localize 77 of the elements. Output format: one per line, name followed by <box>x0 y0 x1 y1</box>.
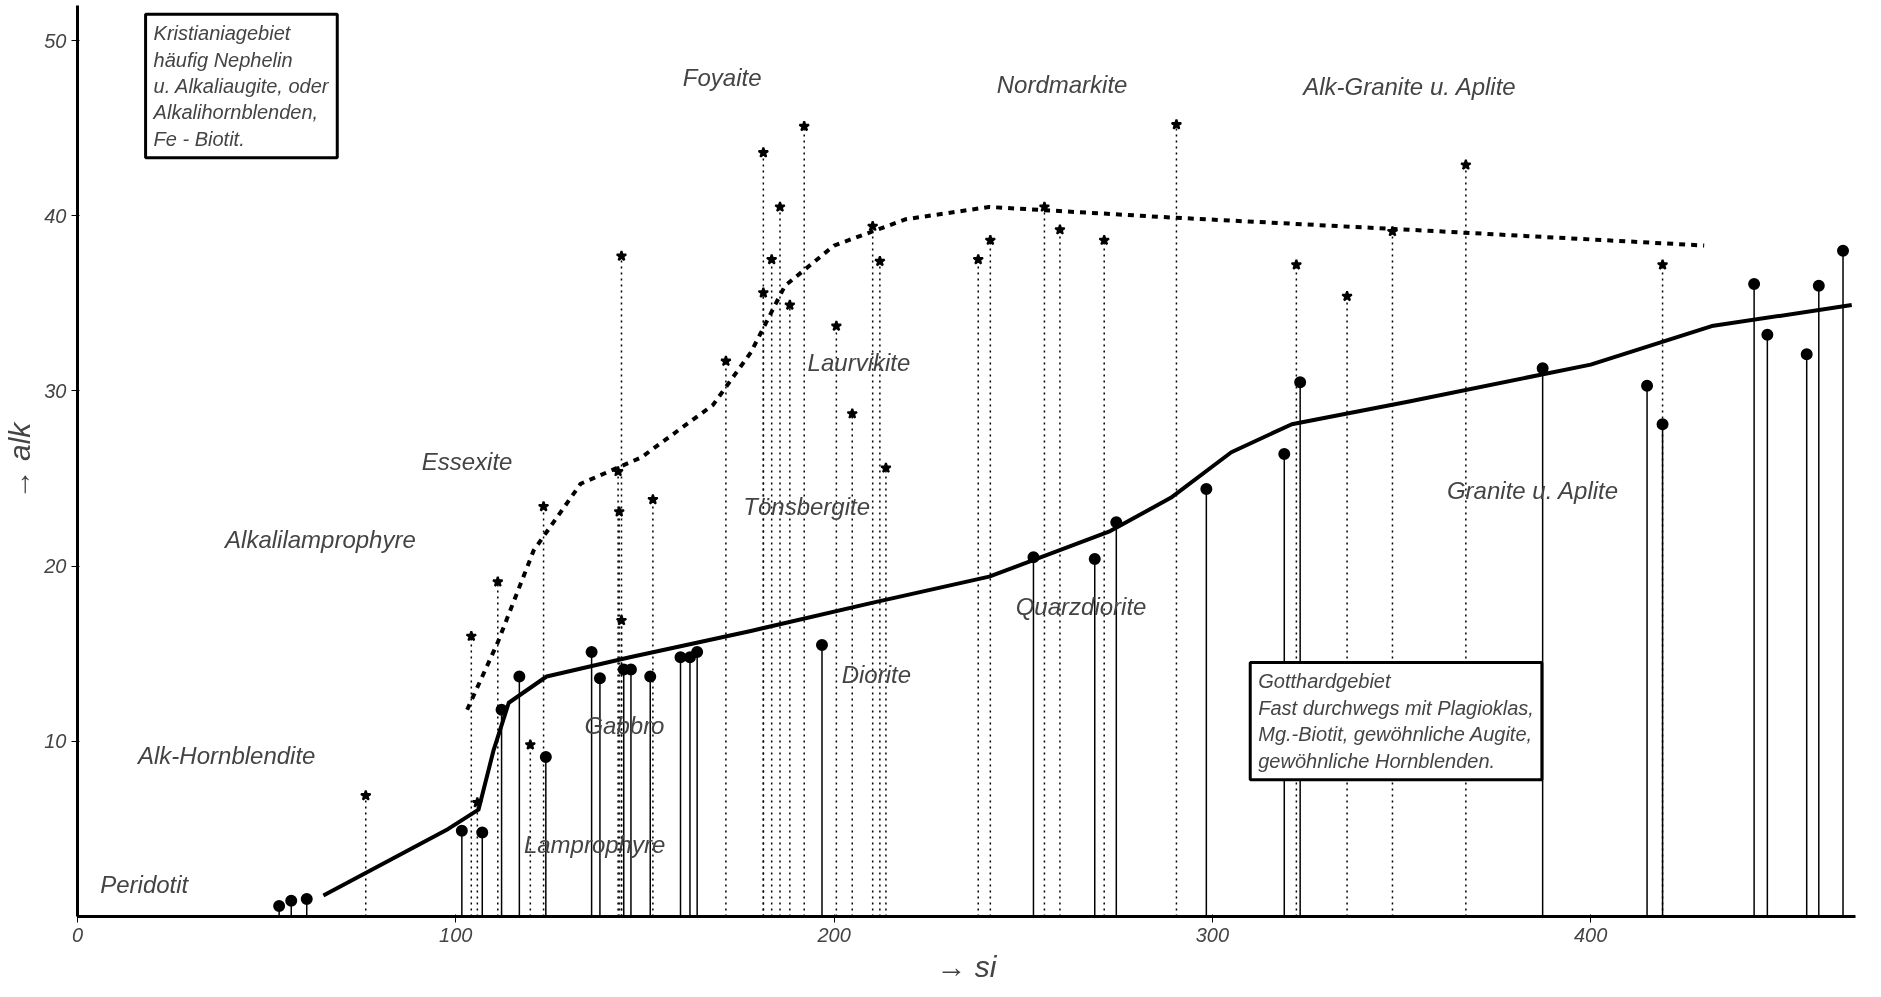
x-tick-label: 0 <box>71 923 84 946</box>
point <box>846 407 859 419</box>
annotation: Laurvikite <box>807 349 911 377</box>
point <box>465 630 478 642</box>
point <box>880 462 892 474</box>
point <box>524 738 537 750</box>
point <box>492 575 504 587</box>
x-tick-label: 300 <box>1195 923 1230 946</box>
annotation: Nordmarkite <box>996 70 1128 98</box>
point <box>1054 223 1066 235</box>
x-tick-label: 200 <box>816 923 851 946</box>
point <box>784 299 796 311</box>
point <box>1460 158 1472 170</box>
point <box>798 120 810 132</box>
point <box>476 826 489 839</box>
point <box>774 200 786 213</box>
point <box>285 894 298 907</box>
point <box>874 255 886 267</box>
point <box>984 234 997 246</box>
point <box>615 614 628 626</box>
annotation: Alk-Hornblendite <box>136 741 316 769</box>
point <box>1641 379 1654 392</box>
point <box>1290 258 1303 270</box>
annotation: Diorite <box>841 661 912 689</box>
point <box>1088 553 1101 566</box>
x-axis-title: → si <box>936 949 998 983</box>
point <box>1656 258 1669 270</box>
point <box>644 670 657 683</box>
point <box>720 355 732 367</box>
annotation: Kristianiagebiet häufig Nephelin u. Alkaliaugite, oder Alkalihornblenden, Fe - Biotit. <box>152 22 330 150</box>
annotation: Peridotit <box>100 871 190 899</box>
point <box>1294 376 1307 389</box>
point <box>513 670 526 683</box>
point <box>1761 328 1774 341</box>
x-tick-label: 400 <box>1574 923 1608 946</box>
point <box>765 253 778 265</box>
point <box>866 220 879 232</box>
annotation: Gotthardgebiet Fast durchwegs mit Plagioklas, Mg.-Biotit, gewöhnliche Augite, gewöhnliche Hornblenden. <box>1258 670 1534 772</box>
y-tick-label: 40 <box>44 204 67 227</box>
point <box>593 672 606 685</box>
annotation: Tönsbergite <box>743 493 871 521</box>
point <box>647 493 659 505</box>
point <box>830 320 843 332</box>
y-tick-label: 20 <box>43 555 67 578</box>
point <box>273 900 286 912</box>
point <box>537 500 550 512</box>
point <box>757 286 770 298</box>
point <box>455 824 468 837</box>
annotation: Foyaite <box>682 63 762 91</box>
y-tick-label: 30 <box>44 379 67 402</box>
point <box>1837 244 1850 257</box>
point <box>1098 234 1110 246</box>
y-axis-title: → alk <box>3 420 37 500</box>
point <box>615 250 628 262</box>
point <box>757 146 770 158</box>
point <box>585 645 598 658</box>
point <box>815 638 828 651</box>
y-tick-label: 10 <box>44 730 67 753</box>
point <box>300 892 313 905</box>
annotation: Essexite <box>421 447 513 475</box>
point <box>1812 279 1825 292</box>
point <box>691 645 704 658</box>
point <box>1170 118 1183 130</box>
point <box>613 505 625 517</box>
point <box>1200 483 1213 496</box>
y-tick-label: 50 <box>44 29 67 52</box>
annotation: Alk-Granite u. Aplite <box>1301 72 1516 100</box>
annotation: Alkalilamprophyre <box>223 526 416 554</box>
x-tick-label: 100 <box>439 923 473 946</box>
point <box>1278 448 1291 460</box>
point <box>539 751 552 764</box>
point <box>1656 418 1669 431</box>
point <box>1800 348 1813 361</box>
point <box>1748 278 1761 291</box>
point <box>972 253 984 265</box>
point <box>360 789 372 801</box>
point <box>1341 290 1353 302</box>
